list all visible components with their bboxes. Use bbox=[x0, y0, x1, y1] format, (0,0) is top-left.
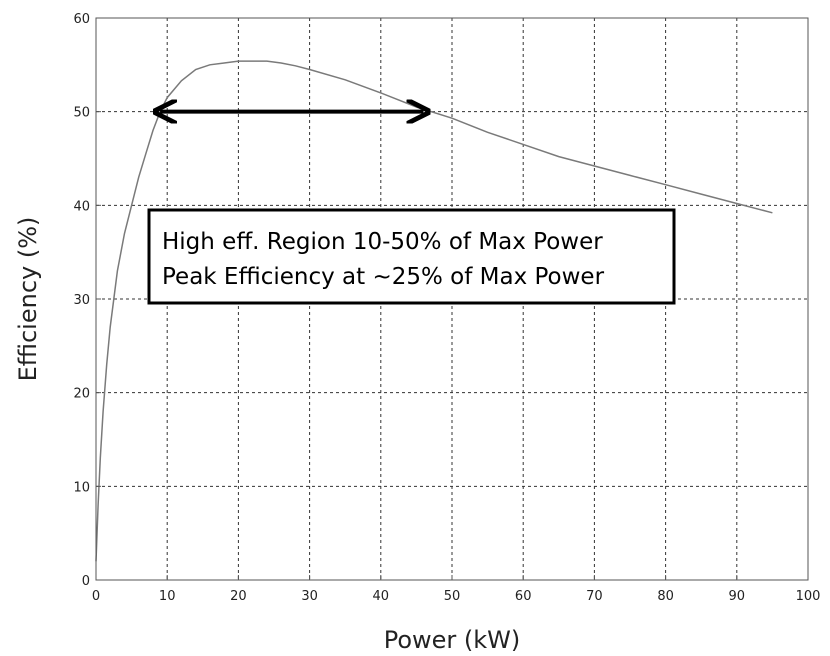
tick-labels: 0 10 20 30 40 50 60 70 80 90 100 0 10 20 30 40 50 60 bbox=[73, 12, 820, 604]
y-tick-label: 10 bbox=[73, 480, 90, 495]
x-tick-label: 80 bbox=[657, 589, 674, 604]
y-tick-label: 20 bbox=[73, 387, 90, 402]
x-tick-label: 70 bbox=[586, 589, 603, 604]
x-tick-label: 10 bbox=[159, 589, 176, 604]
x-tick-label: 100 bbox=[796, 589, 821, 604]
y-tick-label: 40 bbox=[73, 199, 90, 214]
x-tick-label: 20 bbox=[230, 589, 247, 604]
annotation-box: High eff. Region 10-50% of Max Power Pea… bbox=[147, 208, 676, 305]
annotation-frame bbox=[147, 208, 676, 305]
grid-lines bbox=[96, 18, 808, 580]
x-tick-label: 60 bbox=[515, 589, 532, 604]
y-tick-label: 0 bbox=[82, 574, 90, 589]
x-tick-label: 30 bbox=[301, 589, 318, 604]
efficiency-curve bbox=[95, 60, 773, 562]
y-tick-label: 30 bbox=[73, 293, 90, 308]
y-axis-title: Efficiency (%) bbox=[14, 217, 42, 382]
y-tick-label: 60 bbox=[73, 12, 90, 27]
annotation-line-2: Peak Efficiency at ~25% of Max Power bbox=[162, 264, 605, 290]
series-layer bbox=[95, 60, 773, 562]
y-tick-label: 50 bbox=[73, 106, 90, 121]
annotation-line-1: High eff. Region 10-50% of Max Power bbox=[162, 229, 603, 255]
x-tick-label: 40 bbox=[373, 589, 390, 604]
x-tick-label: 0 bbox=[92, 589, 100, 604]
x-tick-label: 90 bbox=[729, 589, 746, 604]
x-axis-title: Power (kW) bbox=[384, 626, 521, 654]
x-tick-label: 50 bbox=[444, 589, 461, 604]
